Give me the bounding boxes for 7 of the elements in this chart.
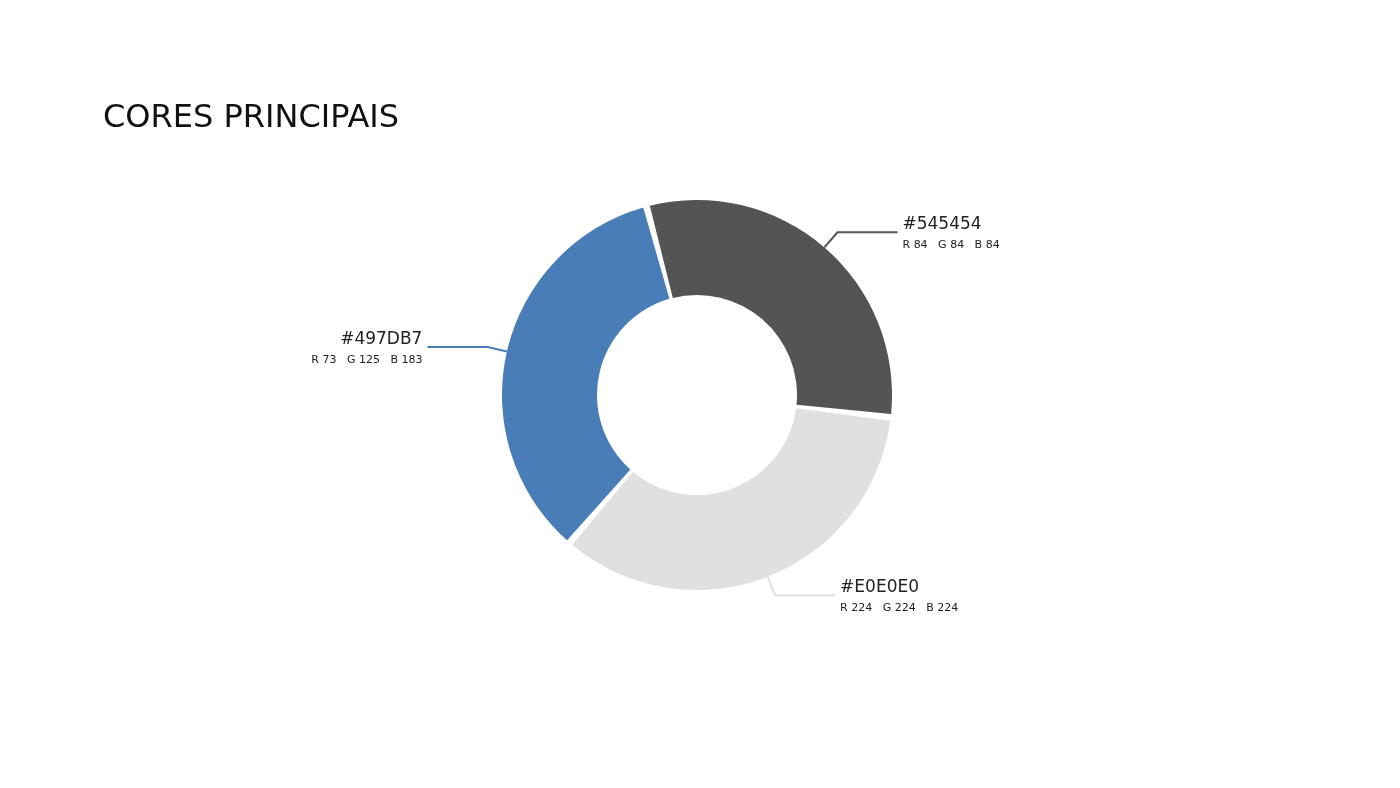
text: R 73 G 125 B 183 bbox=[311, 353, 423, 366]
chart-title: CORES PRINCIPAIS bbox=[103, 97, 400, 135]
slice-label: #497DB7 bbox=[340, 327, 423, 348]
slice-label: #545454 bbox=[902, 212, 982, 233]
slice-label: #E0E0E0 bbox=[840, 575, 920, 596]
text: R 84 G 84 B 84 bbox=[902, 238, 1000, 252]
text: R 224 G 224 B 224 bbox=[840, 601, 959, 615]
